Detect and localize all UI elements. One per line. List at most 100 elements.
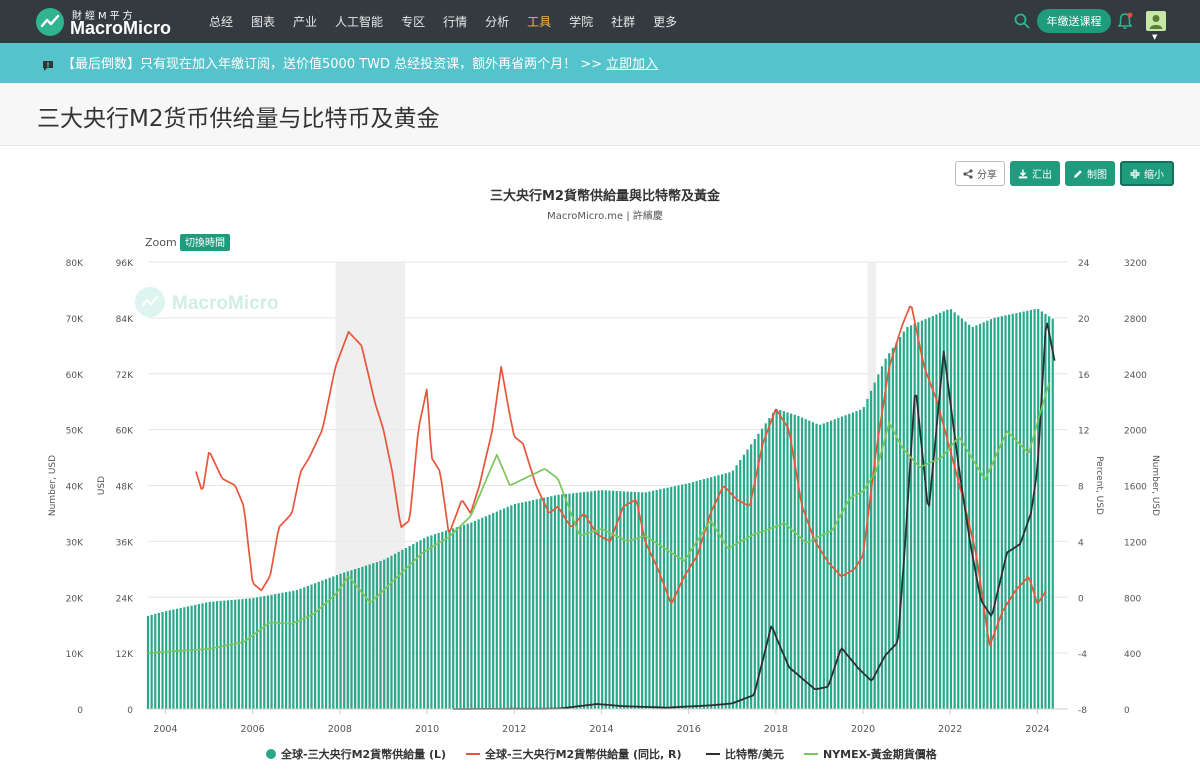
nav-item-0[interactable]: 总经 [209, 15, 234, 29]
share-button[interactable]: 分享 [955, 161, 1005, 186]
m2-supply-bar [800, 417, 804, 709]
tick-label-right_inner: 8 [1078, 483, 1084, 493]
nav-item-2[interactable]: 产业 [293, 15, 318, 29]
m2-supply-bar [292, 590, 295, 709]
m2-supply-bar [528, 500, 531, 709]
m2-supply-bar [270, 594, 273, 709]
notification-bell-icon[interactable] [1117, 12, 1133, 30]
logo-subtitle: 財經M平方 [72, 11, 136, 22]
m2-supply-bar [495, 511, 498, 709]
m2-supply-bar [764, 423, 767, 709]
m2-supply-bar [383, 559, 386, 709]
nav-item-10[interactable]: 更多 [653, 15, 678, 29]
m2-supply-bar [561, 494, 564, 709]
m2-supply-bar [223, 600, 226, 709]
m2-supply-bar [550, 496, 553, 709]
m2-supply-bar [662, 488, 666, 709]
nav-item-9[interactable]: 社群 [611, 15, 636, 29]
tick-label-left_inner: 72K [116, 371, 134, 381]
m2-supply-bar [968, 324, 971, 709]
tick-label-right_outer: 1200 [1124, 538, 1147, 548]
series-line-3 [147, 382, 1050, 654]
m2-supply-bar [412, 544, 415, 709]
m2-supply-bar [924, 319, 927, 709]
shrink-button[interactable]: 缩小 [1120, 161, 1174, 186]
m2-supply-bar [899, 336, 902, 709]
m2-supply-bar [928, 317, 931, 709]
m2-supply-bar [161, 611, 164, 709]
m2-supply-bar [165, 611, 168, 709]
main-nav: 总经 图表 产业 人工智能 专区 行情 分析 工具 学院 社群 更多 [200, 0, 686, 43]
zoom-switch-button[interactable] [180, 234, 230, 251]
m2-supply-bar [989, 319, 993, 709]
search-icon[interactable] [1014, 13, 1030, 29]
m2-supply-bar [477, 519, 480, 709]
tick-label-left_inner: 84K [116, 315, 134, 325]
m2-supply-bar [873, 382, 876, 709]
m2-supply-bar [502, 508, 506, 709]
draw-button[interactable]: 制图 [1065, 161, 1115, 186]
tick-label-right_inner: 0 [1078, 594, 1084, 604]
promo-banner-text: 【最后倒数】只有现在加入年缴订阅，送价值5000 TWD 总经投资课，额外再省两… [62, 53, 658, 72]
zoom-switch-label: 切換時間 [185, 237, 225, 249]
nav-item-3[interactable]: 人工智能 [335, 15, 384, 29]
m2-supply-bar [379, 560, 382, 709]
m2-supply-bar [960, 318, 964, 709]
x-tick-label: 2014 [589, 724, 613, 735]
m2-supply-bar [982, 322, 985, 709]
logo-title: MacroMicro [70, 18, 172, 38]
m2-supply-bar [1051, 318, 1054, 709]
m2-supply-bar [517, 503, 520, 709]
m2-supply-bar [168, 610, 171, 709]
nav-item-5[interactable]: 行情 [443, 15, 468, 29]
m2-supply-bar [1033, 309, 1036, 709]
m2-supply-bar [666, 487, 669, 709]
avatar[interactable] [1146, 11, 1166, 31]
m2-supply-bar [179, 607, 182, 709]
axis-title-right-outer: Number, USD [1150, 455, 1160, 516]
share-icon [963, 168, 973, 179]
m2-supply-bar [157, 612, 161, 709]
m2-supply-bar [768, 418, 771, 709]
avatar-caret-icon[interactable]: ▼ [1152, 33, 1158, 41]
annual-course-button[interactable]: 年缴送课程 [1037, 9, 1111, 33]
logo[interactable]: 財經M平方 MacroMicro [36, 7, 176, 38]
x-tick-label: 2018 [764, 724, 788, 735]
m2-supply-bar [492, 513, 495, 709]
export-button[interactable]: 汇出 [1010, 161, 1060, 186]
m2-supply-bar [448, 529, 451, 709]
m2-supply-bar [466, 523, 469, 709]
m2-supply-bar [720, 474, 724, 709]
m2-supply-bar [739, 460, 742, 709]
axis-title-right-inner: Percent, USD [1094, 456, 1104, 515]
tick-label-right_outer: 3200 [1124, 259, 1147, 269]
m2-supply-bar [564, 493, 567, 709]
m2-supply-bar [1026, 310, 1029, 709]
promo-message: 【最后倒数】只有现在加入年缴订阅，送价值5000 TWD 总经投资课，额外再省两… [62, 57, 603, 72]
m2-supply-bar [604, 490, 607, 709]
m2-supply-bar [553, 495, 557, 709]
m2-supply-bar [971, 326, 974, 709]
tick-label-left_inner: 12K [116, 650, 134, 660]
tick-label-right_outer: 2400 [1124, 371, 1147, 381]
nav-item-4[interactable]: 专区 [401, 15, 426, 29]
m2-supply-bar [546, 496, 549, 709]
nav-item-8[interactable]: 学院 [569, 15, 594, 29]
promo-join-link[interactable]: 立即加入 [606, 57, 659, 72]
nav-item-6[interactable]: 分析 [485, 15, 510, 29]
m2-supply-bar [194, 604, 197, 709]
m2-supply-bar [215, 601, 219, 709]
m2-supply-bar [590, 491, 593, 709]
m2-supply-bar [437, 532, 440, 709]
m2-supply-bar [372, 563, 375, 709]
m2-supply-bar [408, 546, 411, 709]
m2-supply-bar [154, 613, 157, 709]
nav-item-7[interactable]: 工具 [527, 15, 552, 29]
nav-item-1[interactable]: 图表 [251, 15, 276, 29]
m2-supply-bar [724, 473, 727, 709]
m2-supply-bar [931, 316, 934, 709]
announcement-icon [42, 57, 54, 71]
m2-supply-bar [909, 325, 913, 709]
m2-supply-bar [837, 417, 840, 709]
tick-label-right_outer: 800 [1124, 594, 1141, 604]
